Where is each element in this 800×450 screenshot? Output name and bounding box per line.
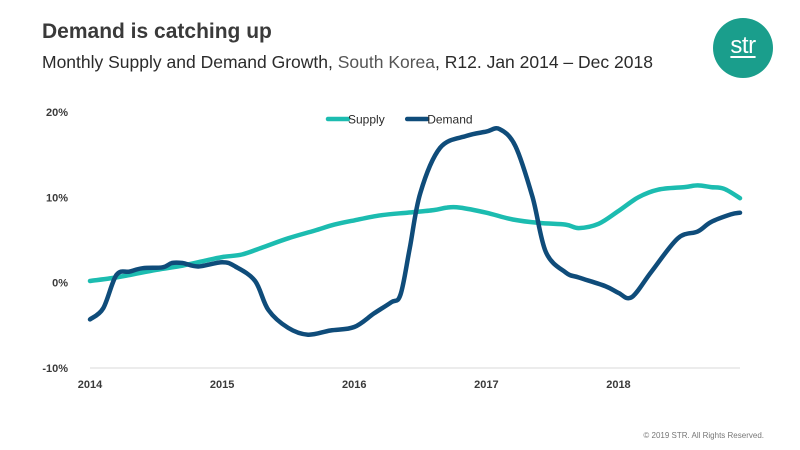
legend-label-demand: Demand (427, 113, 472, 127)
chart-subtitle: Monthly Supply and Demand Growth, South … (42, 52, 653, 73)
series-line-demand (87, 126, 743, 337)
copyright-notice: © 2019 STR. All Rights Reserved. (643, 431, 764, 440)
chart-title: Demand is catching up (42, 20, 272, 43)
subtitle-main: Monthly Supply and Demand Growth, (42, 52, 338, 72)
y-tick-label: 20% (46, 107, 68, 119)
subtitle-tail: , R12. Jan 2014 – Dec 2018 (435, 52, 653, 72)
y-tick-label: 0% (52, 278, 68, 290)
x-tick-label: 2016 (342, 379, 366, 391)
x-tick-label: 2015 (210, 379, 234, 391)
subtitle-region: South Korea (337, 52, 436, 72)
x-tick-label: 2018 (606, 379, 630, 391)
y-tick-label: -10% (42, 363, 68, 375)
str-logo-text: str (730, 32, 756, 59)
x-tick-label: 2017 (474, 379, 498, 391)
y-tick-label: 10% (46, 192, 68, 204)
legend-label-supply: Supply (348, 113, 385, 127)
str-logo: str (713, 18, 773, 78)
series-line-supply (87, 183, 743, 284)
x-tick-label: 2014 (78, 379, 103, 391)
